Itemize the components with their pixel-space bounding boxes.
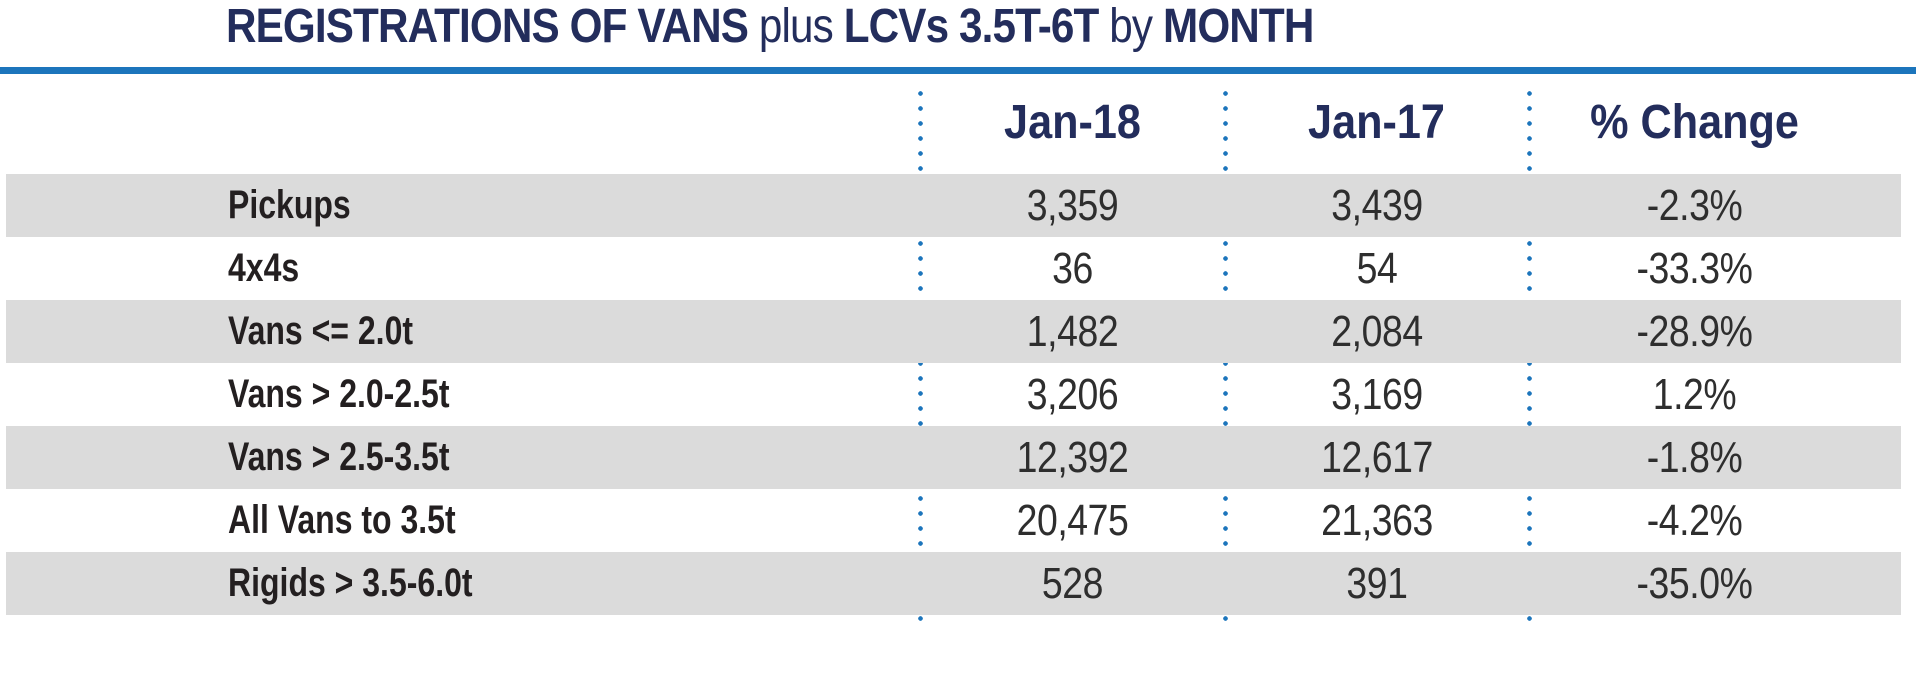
row-label: All Vans to 3.5t [228,498,456,542]
jan17-value: 54 [1356,244,1398,293]
table-row: Rigids > 3.5-6.0t 528 391 -35.0% [6,552,1901,615]
jan17-value: 3,439 [1331,181,1423,230]
change-value: -35.0% [1636,559,1753,608]
title-segment-bold: MONTH [1163,0,1314,53]
title-segment-bold: LCVs 3.5T-6T [843,0,1110,53]
jan17-value: 21,363 [1321,496,1433,545]
jan18-value: 3,359 [1026,181,1119,230]
change-value: -33.3% [1636,244,1753,293]
change-value: -28.9% [1636,307,1753,356]
change-value: -4.2% [1646,496,1743,545]
table-row: All Vans to 3.5t 20,475 21,363 -4.2% [6,489,1901,552]
table-row: Vans > 2.0-2.5t 3,206 3,169 1.2% [6,363,1901,426]
jan17-value: 12,617 [1321,433,1433,482]
jan17-value: 3,169 [1331,370,1423,419]
change-value: -2.3% [1646,181,1743,230]
jan18-value: 36 [1052,244,1093,293]
title-segment-bold: REGISTRATIONS OF VANS [226,0,759,53]
jan18-value: 1,482 [1026,307,1119,356]
jan18-value: 12,392 [1016,433,1129,482]
row-label: Vans > 2.5-3.5t [228,435,450,479]
row-label: Vans <= 2.0t [228,309,414,353]
table-row: Vans > 2.5-3.5t 12,392 12,617 -1.8% [6,426,1901,489]
table-row: Vans <= 2.0t 1,482 2,084 -28.9% [6,300,1901,363]
title-segment-light: by [1109,0,1164,53]
change-value: 1.2% [1652,370,1737,419]
title-rule [0,67,1916,74]
jan18-value: 20,475 [1016,496,1129,545]
table-row: Pickups 3,359 3,439 -2.3% [6,174,1901,237]
jan17-value: 391 [1346,559,1408,608]
row-label: 4x4s [228,246,300,290]
change-value: -1.8% [1646,433,1743,482]
page-title: REGISTRATIONS OF VANS plus LCVs 3.5T-6T … [226,0,1314,53]
row-label: Pickups [228,183,351,227]
jan18-value: 3,206 [1026,370,1119,419]
column-header-jan18: Jan-18 [1004,96,1141,149]
table-row: 4x4s 36 54 -33.3% [6,237,1901,300]
row-label: Vans > 2.0-2.5t [228,372,450,416]
jan17-value: 2,084 [1331,307,1423,356]
row-label: Rigids > 3.5-6.0t [228,561,473,605]
jan18-value: 528 [1041,559,1104,608]
column-header-change: % Change [1590,96,1799,149]
column-header-jan17: Jan-17 [1308,96,1445,149]
title-segment-light: plus [758,0,844,53]
